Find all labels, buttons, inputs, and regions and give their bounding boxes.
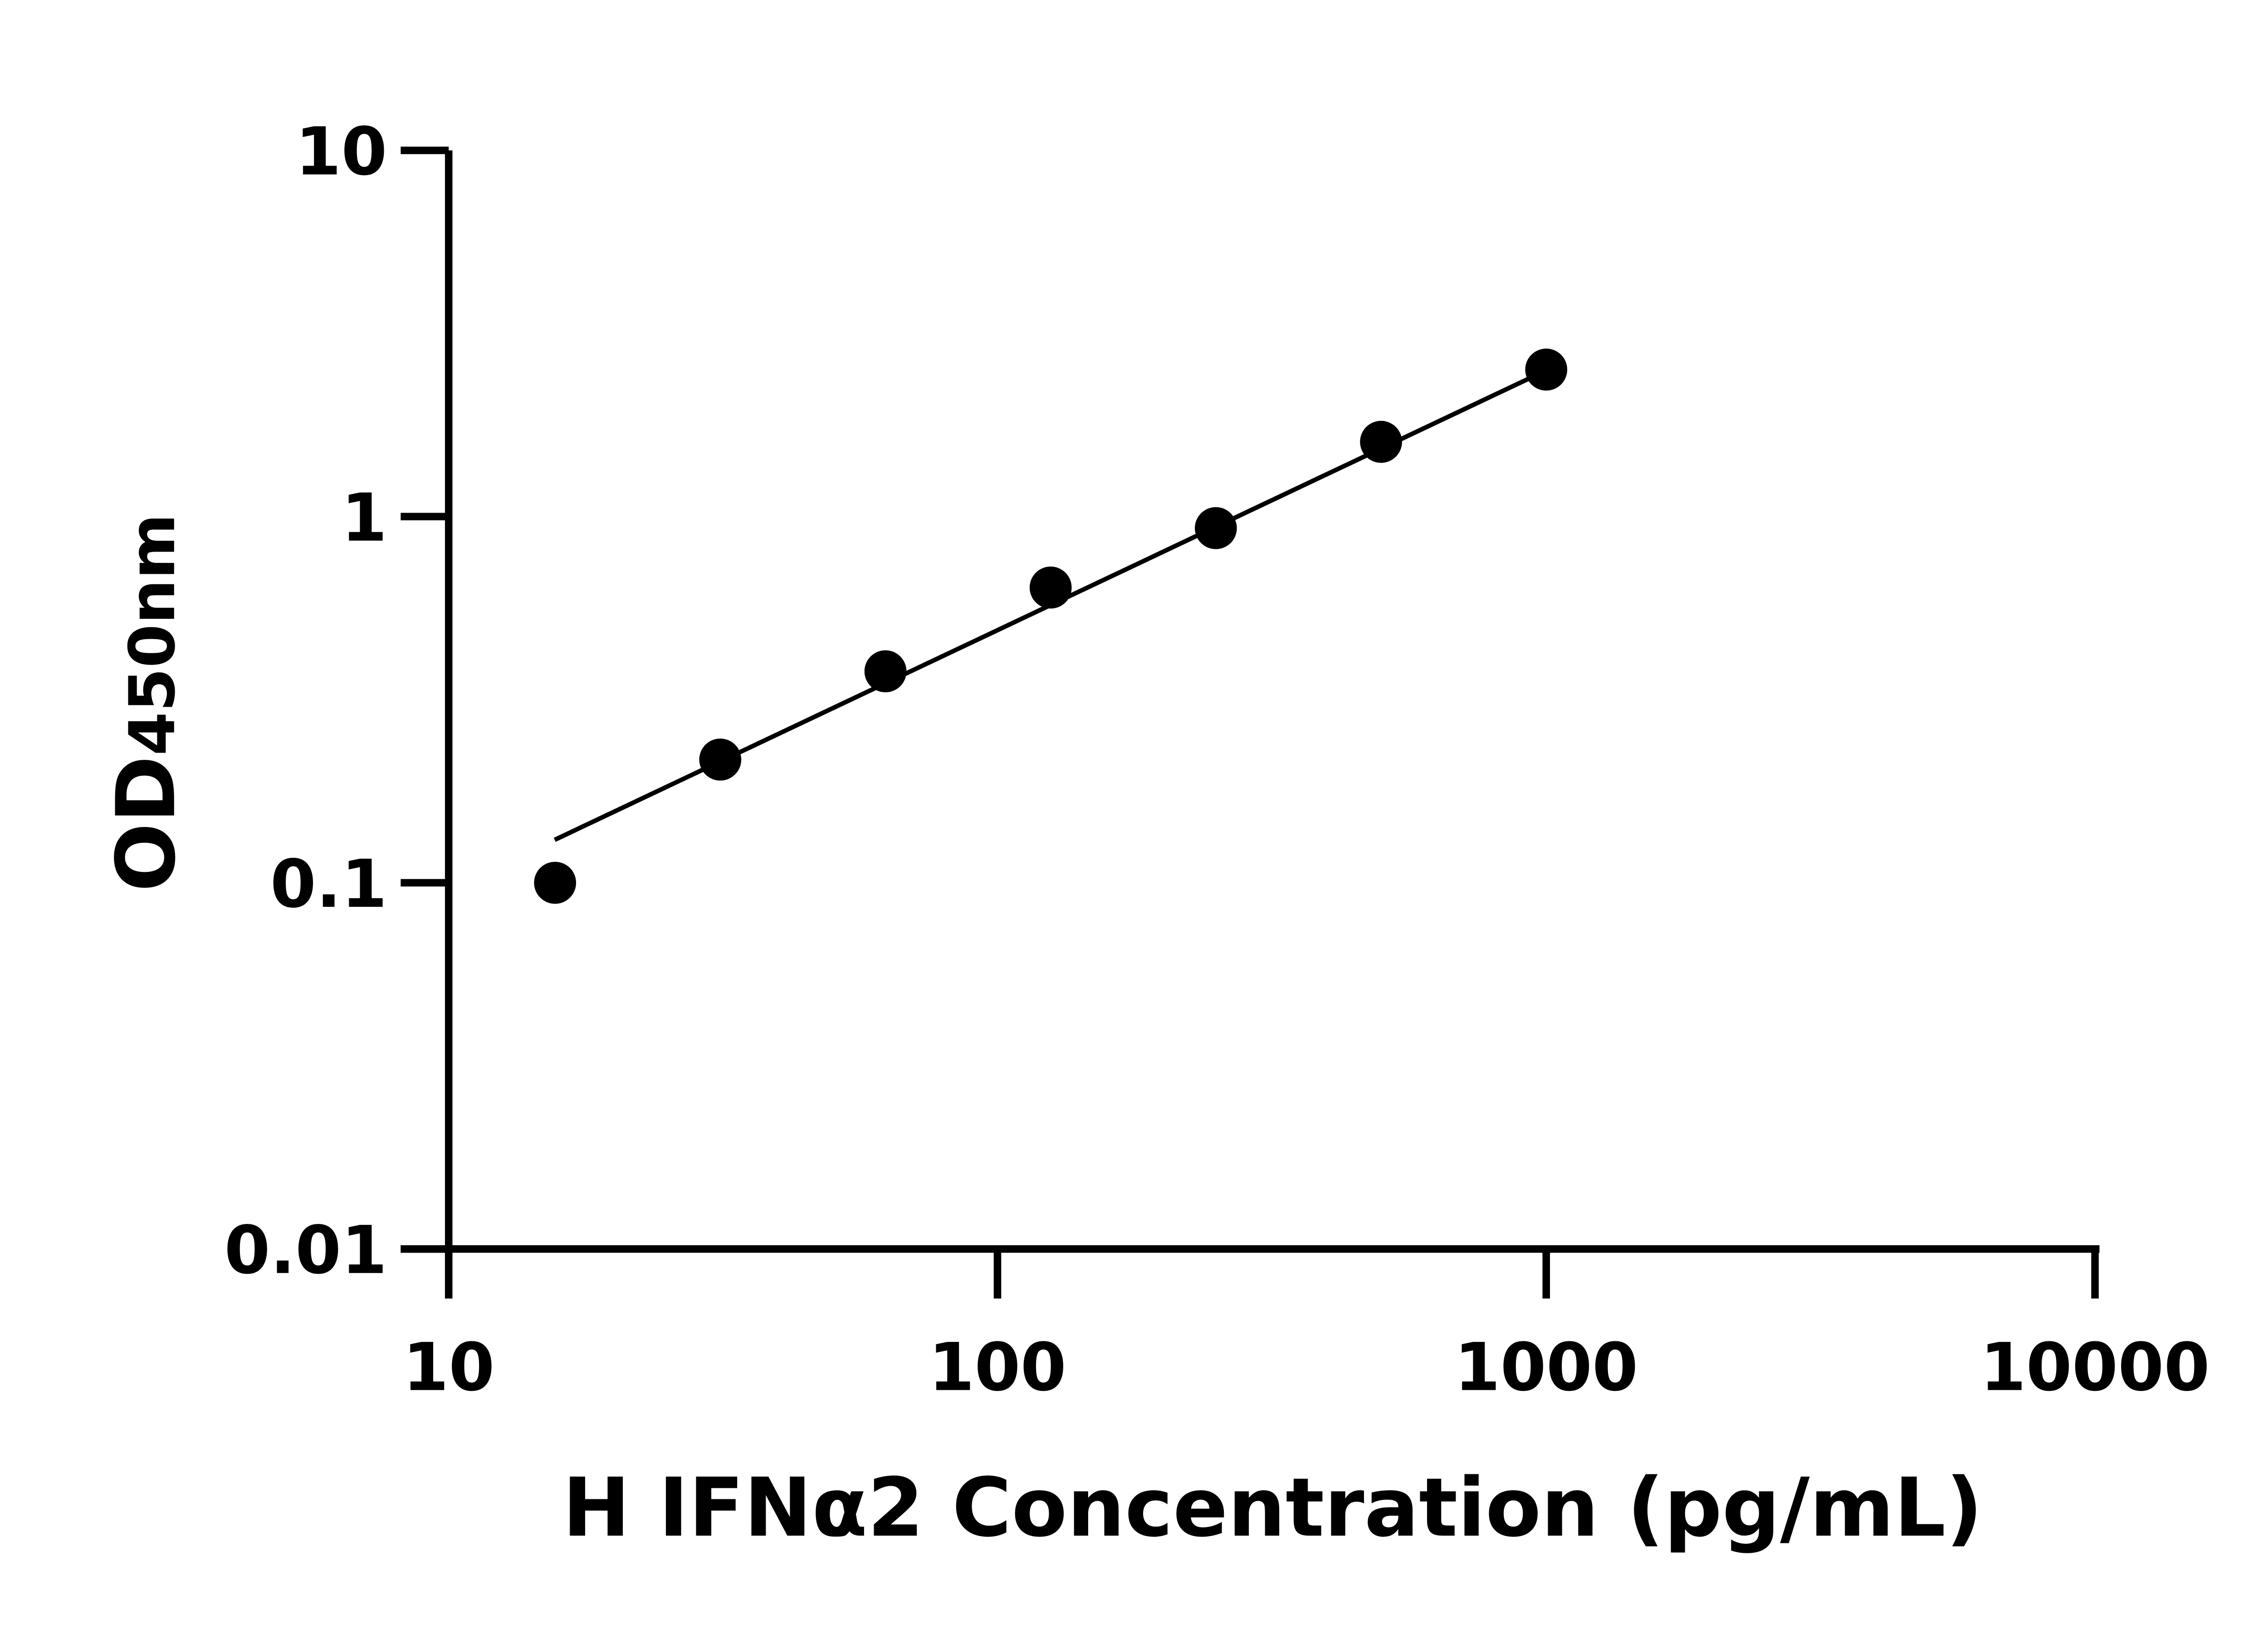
x-axis-title: H IFNα2 Concentration (pg/mL) xyxy=(562,1461,1983,1555)
y-tick-label: 0.01 xyxy=(224,1212,387,1289)
data-point xyxy=(534,861,577,904)
data-point xyxy=(1525,348,1568,391)
x-tick-label: 100 xyxy=(929,1329,1066,1406)
y-tick-label: 10 xyxy=(295,113,387,190)
data-point xyxy=(699,739,742,781)
data-point xyxy=(1360,421,1402,463)
y-axis-title: OD450nm xyxy=(99,514,194,892)
x-tick-label: 10 xyxy=(403,1329,495,1406)
y-tick-label: 1 xyxy=(341,480,387,557)
data-point xyxy=(1195,507,1237,549)
data-point xyxy=(1029,566,1072,609)
y-axis-title-main: OD xyxy=(99,756,194,892)
y-axis-title-sub: 450nm xyxy=(116,514,189,756)
data-points xyxy=(534,348,1568,904)
x-tick-label: 1000 xyxy=(1454,1329,1638,1406)
y-tick-label: 0.1 xyxy=(270,846,387,923)
x-tick-label: 10000 xyxy=(1980,1329,2209,1406)
data-point xyxy=(864,650,907,693)
y-axis: 0.01 0.1 1 10 xyxy=(224,113,453,1299)
x-axis: 10 100 1000 10000 xyxy=(401,1245,2210,1406)
